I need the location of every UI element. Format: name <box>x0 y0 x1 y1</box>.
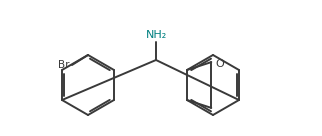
Text: Br: Br <box>59 60 70 70</box>
Text: O: O <box>215 59 224 69</box>
Text: NH₂: NH₂ <box>147 30 168 40</box>
